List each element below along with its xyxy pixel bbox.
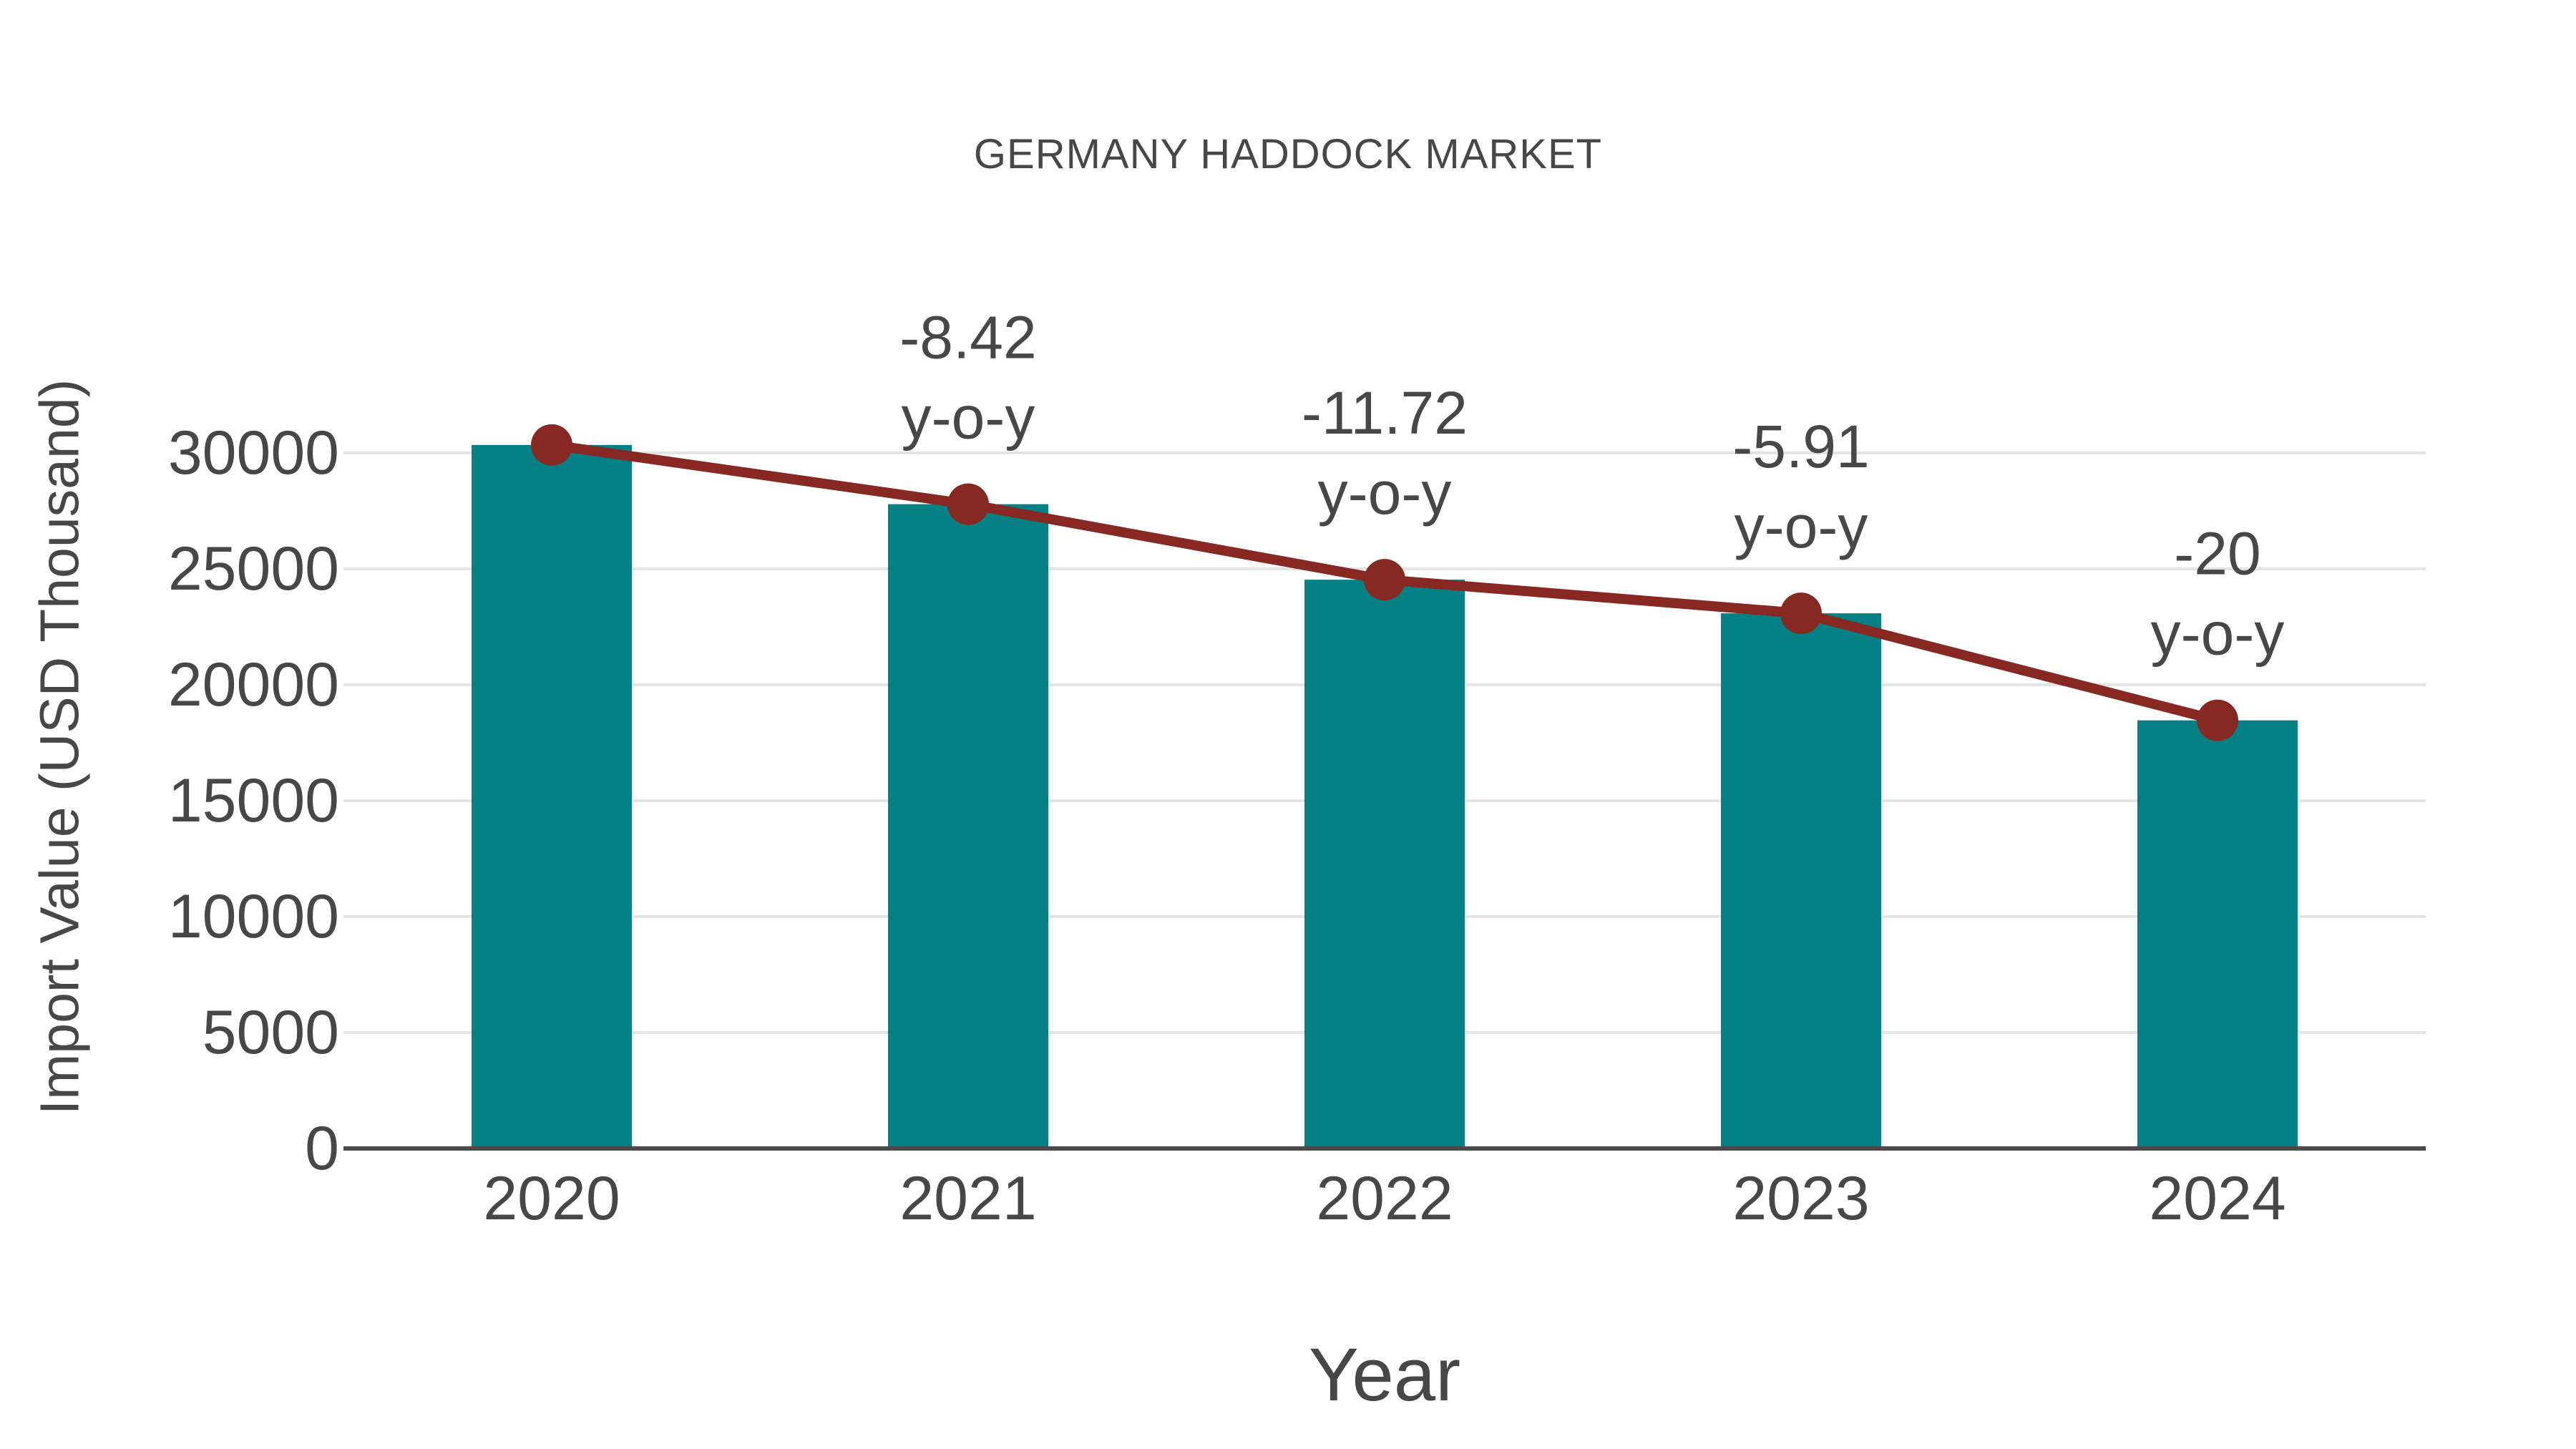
annotation-2024-suffix: y-o-y bbox=[2151, 600, 2285, 668]
trend-marker-2022 bbox=[1364, 559, 1405, 601]
bar-2024 bbox=[2137, 720, 2298, 1148]
annotation-2022-suffix: y-o-y bbox=[1318, 459, 1452, 527]
y-tick-label-30000: 30000 bbox=[168, 419, 339, 487]
x-axis-title: Year bbox=[1308, 1333, 1461, 1417]
annotation-2021-value: -8.42 bbox=[899, 304, 1036, 371]
chart-title: GERMANY HADDOCK MARKET bbox=[973, 131, 1603, 177]
y-tick-label-20000: 20000 bbox=[168, 650, 339, 719]
x-tick-label-2024: 2024 bbox=[2149, 1164, 2285, 1233]
y-tick-label-15000: 15000 bbox=[168, 766, 339, 835]
y-tick-label-0: 0 bbox=[305, 1114, 339, 1183]
annotation-2022-value: -11.72 bbox=[1302, 379, 1468, 447]
trend-marker-2021 bbox=[947, 483, 989, 525]
annotation-2023-value: -5.91 bbox=[1732, 413, 1869, 480]
y-tick-label-10000: 10000 bbox=[168, 882, 339, 951]
trend-marker-2023 bbox=[1780, 592, 1822, 635]
bar-2021 bbox=[888, 504, 1048, 1148]
y-tick-label-25000: 25000 bbox=[168, 535, 339, 603]
bar-2020 bbox=[472, 444, 632, 1148]
bar-2022 bbox=[1304, 580, 1465, 1148]
bar-2023 bbox=[1721, 613, 1881, 1148]
x-tick-label-2021: 2021 bbox=[899, 1164, 1036, 1233]
annotation-2021-suffix: y-o-y bbox=[902, 384, 1035, 452]
annotation-2024-value: -20 bbox=[2174, 520, 2260, 587]
x-tick-label-2020: 2020 bbox=[483, 1164, 620, 1233]
y-tick-label-5000: 5000 bbox=[203, 998, 339, 1067]
trend-marker-2024 bbox=[2197, 699, 2238, 741]
x-tick-label-2022: 2022 bbox=[1316, 1164, 1453, 1233]
annotation-2023-suffix: y-o-y bbox=[1735, 493, 1868, 560]
trend-marker-2020 bbox=[531, 424, 572, 466]
x-tick-label-2023: 2023 bbox=[1732, 1164, 1869, 1233]
